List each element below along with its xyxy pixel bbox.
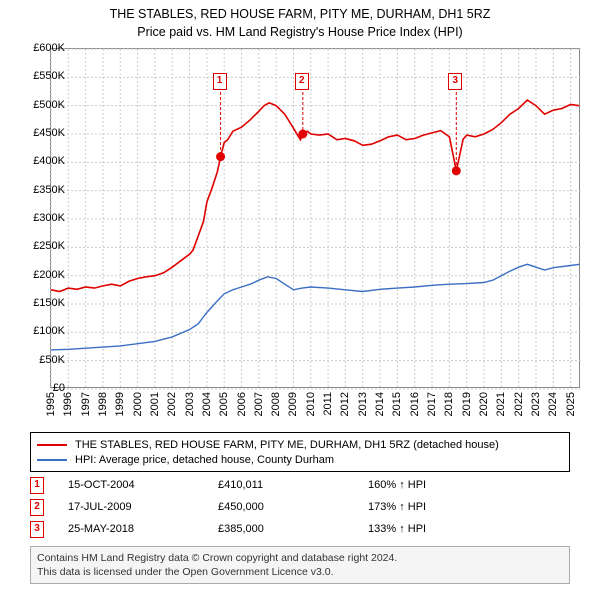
y-tick-label: £200K <box>33 269 65 281</box>
x-tick-label: 1998 <box>97 392 109 416</box>
x-tick-label: 2023 <box>530 392 542 416</box>
y-tick-label: £100K <box>33 325 65 337</box>
y-tick-label: £450K <box>33 127 65 139</box>
chart-container: THE STABLES, RED HOUSE FARM, PITY ME, DU… <box>0 0 600 590</box>
x-tick-label: 1997 <box>80 392 92 416</box>
x-tick-label: 2009 <box>287 392 299 416</box>
legend-label-property: THE STABLES, RED HOUSE FARM, PITY ME, DU… <box>75 439 499 451</box>
x-tick-label: 2007 <box>253 392 265 416</box>
x-tick-label: 2017 <box>426 392 438 416</box>
x-tick-label: 2004 <box>201 392 213 416</box>
x-tick-label: 2020 <box>478 392 490 416</box>
x-tick-label: 2019 <box>461 392 473 416</box>
transaction-row: 2 17-JUL-2009 £450,000 173% ↑ HPI <box>30 496 570 518</box>
transaction-hpi: 133% ↑ HPI <box>368 523 426 535</box>
y-tick-label: £50K <box>39 354 65 366</box>
y-tick-label: £350K <box>33 184 65 196</box>
x-tick-label: 2005 <box>218 392 230 416</box>
x-tick-label: 1999 <box>114 392 126 416</box>
transaction-date: 15-OCT-2004 <box>68 479 218 491</box>
x-tick-label: 2011 <box>322 392 334 416</box>
x-tick-label: 2013 <box>357 392 369 416</box>
transaction-badge: 2 <box>30 499 44 516</box>
x-tick-label: 2002 <box>166 392 178 416</box>
legend-swatch-hpi <box>37 459 67 461</box>
x-tick-label: 2000 <box>132 392 144 416</box>
x-tick-label: 2010 <box>305 392 317 416</box>
x-tick-label: 2016 <box>409 392 421 416</box>
y-tick-label: £150K <box>33 297 65 309</box>
transaction-price: £385,000 <box>218 523 368 535</box>
legend-swatch-property <box>37 444 67 446</box>
chart-svg <box>51 49 579 387</box>
footnote-line2: This data is licensed under the Open Gov… <box>37 565 563 579</box>
transaction-hpi: 173% ↑ HPI <box>368 501 426 513</box>
x-tick-label: 1996 <box>62 392 74 416</box>
title-line1: THE STABLES, RED HOUSE FARM, PITY ME, DU… <box>0 6 600 24</box>
chart-plot-area <box>50 48 580 388</box>
y-tick-label: £550K <box>33 70 65 82</box>
y-tick-label: £500K <box>33 99 65 111</box>
x-tick-label: 2021 <box>495 392 507 416</box>
x-tick-label: 2012 <box>339 392 351 416</box>
transaction-date: 25-MAY-2018 <box>68 523 218 535</box>
x-tick-label: 2022 <box>513 392 525 416</box>
transaction-date: 17-JUL-2009 <box>68 501 218 513</box>
x-tick-label: 2025 <box>565 392 577 416</box>
y-tick-label: £250K <box>33 240 65 252</box>
transaction-row: 3 25-MAY-2018 £385,000 133% ↑ HPI <box>30 518 570 540</box>
x-tick-label: 1995 <box>45 392 57 416</box>
x-tick-label: 2008 <box>270 392 282 416</box>
transaction-price: £450,000 <box>218 501 368 513</box>
chart-marker-badge: 3 <box>448 73 462 90</box>
transaction-hpi: 160% ↑ HPI <box>368 479 426 491</box>
transactions-list: 1 15-OCT-2004 £410,011 160% ↑ HPI 2 17-J… <box>30 474 570 540</box>
footnote-box: Contains HM Land Registry data © Crown c… <box>30 546 570 584</box>
transaction-row: 1 15-OCT-2004 £410,011 160% ↑ HPI <box>30 474 570 496</box>
y-tick-label: £300K <box>33 212 65 224</box>
x-tick-label: 2015 <box>391 392 403 416</box>
footnote-line1: Contains HM Land Registry data © Crown c… <box>37 551 563 565</box>
legend-box: THE STABLES, RED HOUSE FARM, PITY ME, DU… <box>30 432 570 472</box>
x-tick-label: 2014 <box>374 392 386 416</box>
legend-label-hpi: HPI: Average price, detached house, Coun… <box>75 454 334 466</box>
y-tick-label: £400K <box>33 155 65 167</box>
x-tick-label: 2018 <box>443 392 455 416</box>
x-tick-label: 2003 <box>184 392 196 416</box>
title-block: THE STABLES, RED HOUSE FARM, PITY ME, DU… <box>0 0 600 41</box>
chart-marker-badge: 2 <box>295 73 309 90</box>
legend-row-property: THE STABLES, RED HOUSE FARM, PITY ME, DU… <box>37 437 563 452</box>
title-line2: Price paid vs. HM Land Registry's House … <box>0 24 600 42</box>
x-tick-label: 2006 <box>236 392 248 416</box>
x-tick-label: 2024 <box>547 392 559 416</box>
transaction-badge: 1 <box>30 477 44 494</box>
x-tick-label: 2001 <box>149 392 161 416</box>
legend-row-hpi: HPI: Average price, detached house, Coun… <box>37 452 563 467</box>
y-tick-label: £600K <box>33 42 65 54</box>
chart-marker-badge: 1 <box>213 73 227 90</box>
transaction-badge: 3 <box>30 521 44 538</box>
transaction-price: £410,011 <box>218 479 368 491</box>
